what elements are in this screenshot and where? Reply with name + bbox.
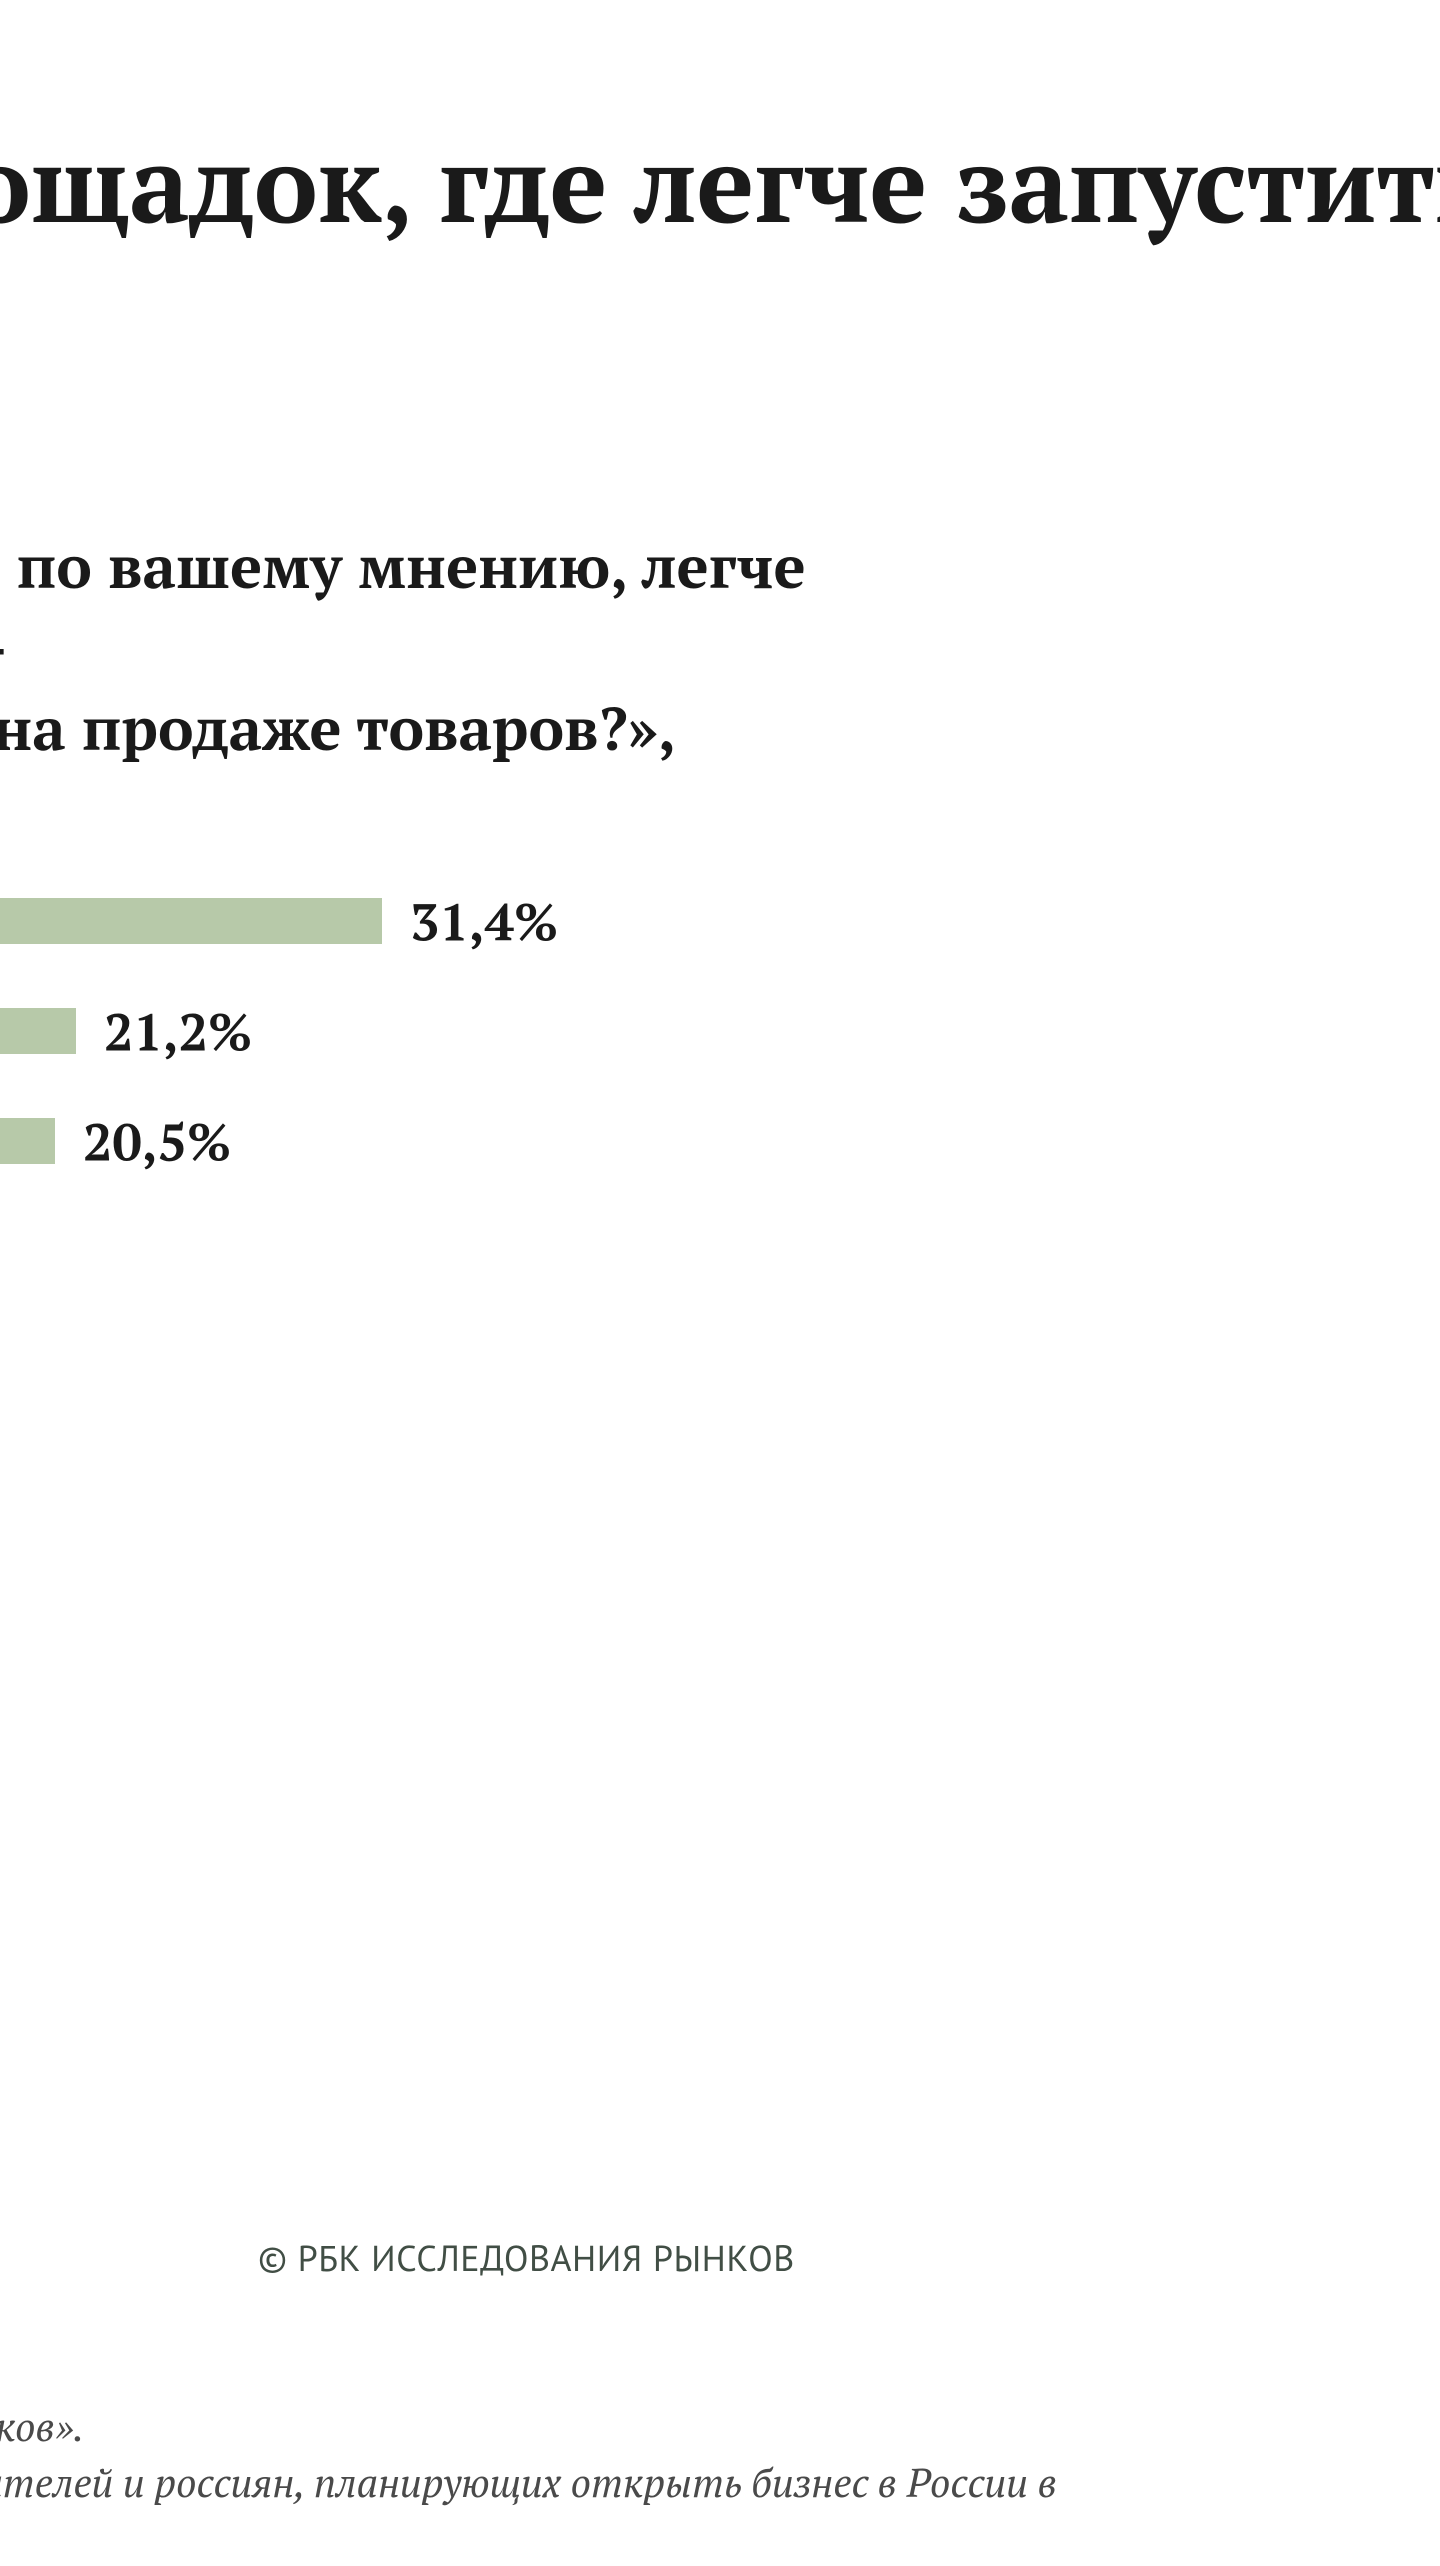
bar-row: 2,2% [0,2108,1240,2154]
bar-row: 4,7% [0,1558,1240,1604]
bar-row: 31,4% [0,898,1240,944]
chart-question: «На какой площадке, по вашему мнению, ле… [0,526,820,769]
bar-row: 0,3% [0,1998,1240,2044]
bar-row: 0,8% [0,1888,1240,1934]
bar-row: 5,8% [0,1338,1240,1384]
bar-row: 5,8% [0,1228,1240,1274]
footnote-source: Источник: «РБК Исследований рынков». [0,2400,84,2454]
bar-row: 0,9% [0,1778,1240,1824]
bar-row: 20,5% [0,1118,1240,1164]
subtitle-line-2: бизнес, основанный на продаже товаров?», [0,689,676,768]
bar-row: 21,2% [0,1008,1240,1054]
bar [0,898,382,944]
bar-row: 0,9% [0,1668,1240,1714]
copyright-watermark: © РБК ИССЛЕДОВАНИЯ РЫНКОВ [258,2234,795,2281]
page-title: Рейтинг площадок, где легче запустить [0,120,1440,244]
bar [0,1118,55,1164]
footnote-asterisk: * Опрос действующих предпринимателей и р… [0,2456,1057,2510]
bar-value-label: 20,5% [83,1107,231,1176]
bar-row: 5,6% [0,1448,1240,1494]
subtitle-line-1: «На какой площадке, по вашему мнению, ле… [0,527,806,687]
bar-value-label: 21,2% [104,997,252,1066]
bar [0,1008,76,1054]
bar-chart: 31,4% 21,2% 20,5% 5,8% 5,8% 5,6% 4,7% 0,9% 0,9% 0… [0,898,1240,2218]
bar-value-label: 31,4% [410,887,558,956]
